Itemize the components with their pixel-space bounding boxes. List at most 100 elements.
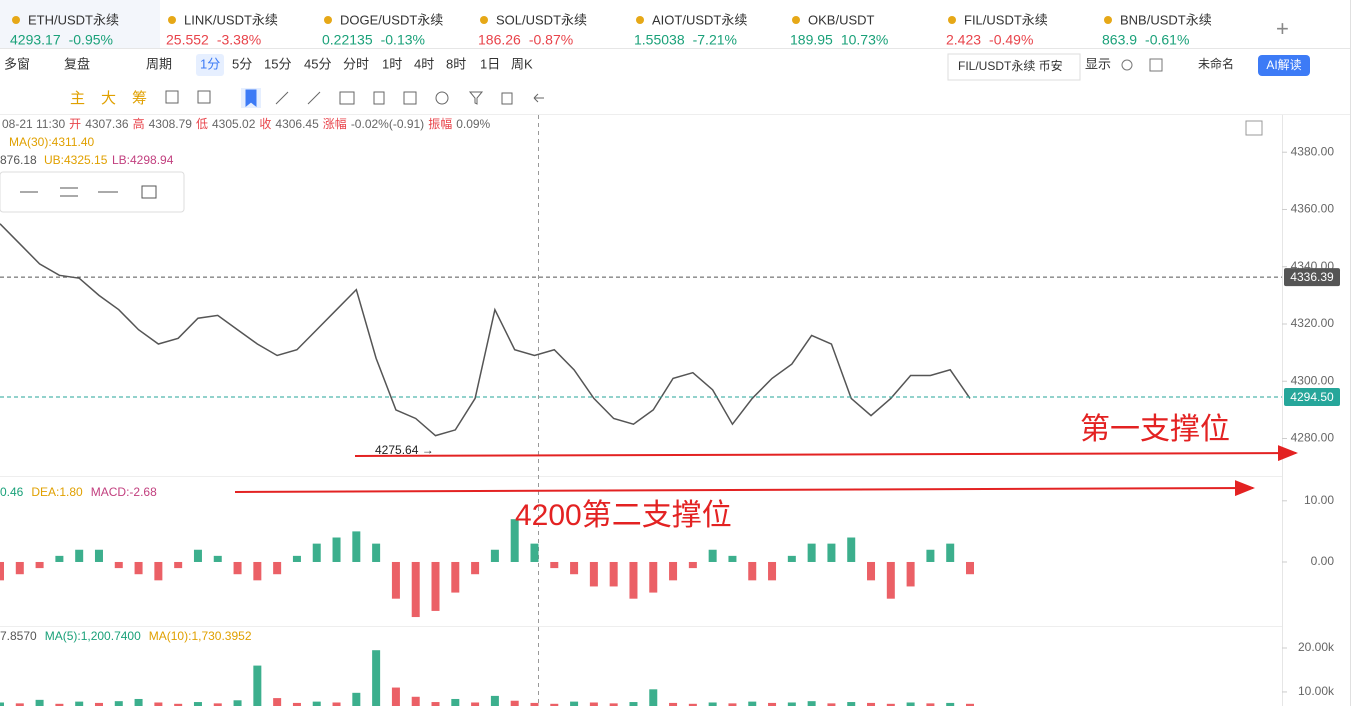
period-option[interactable]: 4时 [414,56,434,71]
tool-icon[interactable] [339,91,355,105]
period-option[interactable]: 15分 [264,56,291,71]
tab-icon [168,16,176,24]
bar [510,519,519,562]
tab-icon [480,16,488,24]
indicator-tool[interactable]: 筹 [132,90,147,107]
period[interactable]: 周期 [146,56,172,71]
tab-name[interactable]: AIOT/USDT永续 [652,12,747,27]
overlay [0,151,1287,706]
y-tick-label: 4300.00 [1291,373,1335,387]
tool-icon[interactable] [435,91,449,105]
bar [15,561,24,575]
bar [55,555,64,562]
y-tick-label: 4320.00 [1291,316,1335,330]
tool-icon[interactable] [533,93,544,103]
info-text: 高 [133,116,145,131]
indicator-tool[interactable]: 主 [70,90,85,107]
tool-icon[interactable] [403,91,417,105]
fullscreen-icon[interactable] [1149,58,1163,72]
tool-icon[interactable] [468,91,484,105]
period-option[interactable]: 8时 [446,56,466,71]
bar [847,702,856,706]
bar [451,561,460,593]
y-tick-label: 4360.00 [1291,202,1335,216]
low-label: 4275.64 → [375,443,434,457]
tool-icon[interactable] [197,90,211,104]
bar [570,561,579,575]
tab-name[interactable]: DOGE/USDT永续 [340,12,443,27]
bar [174,703,183,706]
tab-change: -7.21% [693,32,737,48]
info-text: 低 [196,117,208,131]
tool-icon[interactable] [165,90,179,104]
active-tab [0,0,160,48]
tab-price: 863.9 [1102,32,1137,48]
bar [352,531,361,562]
tab-icon [12,16,20,24]
tab-name[interactable]: BNB/USDT永续 [1120,12,1212,27]
bar [114,561,123,569]
tooltip: FIL/USDT永续 币安 [958,58,1063,73]
tab-price: 0.22135 [322,32,373,48]
tool-icon[interactable] [245,89,257,108]
tool-icon[interactable] [307,91,321,105]
period-option[interactable]: 1日 [480,56,500,71]
bar [431,561,440,611]
indicator-tool[interactable]: 大 [101,90,116,107]
tab-name[interactable]: SOL/USDT永续 [496,12,587,27]
add-tab[interactable]: + [1276,16,1289,41]
period-option[interactable]: 1时 [382,56,402,71]
expand-icon[interactable] [1245,120,1263,136]
bar [550,703,559,706]
info-text: 4307.36 [85,117,129,131]
tab-name[interactable]: ETH/USDT永续 [28,12,119,27]
bar [273,561,282,575]
period-option[interactable]: 5分 [232,56,252,71]
multi-window[interactable]: 多窗 [4,56,30,71]
tab-icon [324,16,332,24]
bar [193,549,202,562]
bar [490,549,499,562]
annotation: 第一支撑位 [1080,413,1230,446]
tool-icon[interactable] [501,92,513,105]
settings-icon[interactable] [1121,59,1133,71]
bar [768,702,777,706]
annotation: 4200第二支撑位 [515,499,732,532]
bar [649,689,658,706]
ai-button[interactable] [1258,55,1310,76]
bar [94,549,103,562]
tab-change: -0.87% [529,32,573,48]
layout-name[interactable]: 未命名 [1198,56,1234,71]
toolbox-icon[interactable] [141,185,157,199]
tab-name[interactable]: FIL/USDT永续 [964,12,1048,27]
display[interactable]: 显示 [1085,56,1111,71]
tab-name[interactable]: LINK/USDT永续 [184,12,278,27]
support-arrow [354,445,1298,462]
tab-name[interactable]: OKB/USDT [808,12,875,27]
bar [708,702,717,706]
bar [233,700,242,706]
bar [748,701,757,706]
bar [134,698,143,706]
bar [649,561,658,593]
info-text: 0.09% [456,117,490,131]
price-marker-box [1284,387,1340,406]
bar [312,701,321,706]
info-text: 涨幅 [323,116,347,131]
period-option[interactable]: 分时 [343,56,369,71]
period-option[interactable]: 1分 [200,56,220,71]
bar [174,561,183,569]
period-option[interactable]: 周K [511,56,533,71]
period-option[interactable]: 45分 [304,56,331,71]
draw-toolbox [0,171,185,213]
bar [352,692,361,706]
replay[interactable]: 复盘 [64,56,90,71]
bar [332,702,341,706]
tool-icon[interactable] [373,91,385,105]
bar [530,702,539,706]
tool-icon[interactable] [275,91,289,105]
bar [510,700,519,706]
tooltip-box [947,53,1081,81]
support-arrow [234,480,1255,497]
ai-label: AI解读 [1266,58,1301,72]
